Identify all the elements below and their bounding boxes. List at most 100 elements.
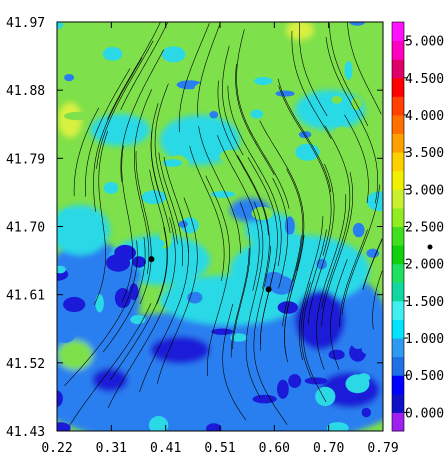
- colorbar-band: [392, 59, 404, 79]
- field-speckle: [366, 248, 380, 258]
- streamline: [150, 103, 161, 198]
- colorbar-band: [392, 22, 404, 42]
- colorbar-band: [392, 170, 404, 190]
- field-speckle: [214, 295, 230, 312]
- streamline: [120, 22, 168, 110]
- streamline: [237, 155, 270, 289]
- streamline: [120, 49, 164, 182]
- colorbar-dot: [427, 244, 433, 250]
- field-speckle: [326, 422, 349, 431]
- colorbar-band: [392, 226, 404, 246]
- x-tick-label: 0.79: [367, 441, 398, 456]
- field-speckle: [280, 404, 300, 421]
- field-speckle: [298, 131, 312, 139]
- colorbar-band: [392, 263, 404, 283]
- streamline: [347, 22, 382, 115]
- streamline: [109, 226, 168, 381]
- field-speckle: [304, 377, 328, 385]
- colorbar-band: [392, 393, 404, 413]
- field-patch: [160, 115, 240, 165]
- streamline: [282, 235, 302, 327]
- streamline: [321, 125, 351, 309]
- field-speckle: [106, 254, 131, 272]
- field-speckle: [253, 77, 273, 85]
- streamline: [259, 120, 305, 272]
- streamline: [300, 282, 312, 379]
- field-speckle: [57, 390, 63, 407]
- field-speckle: [250, 109, 264, 119]
- colorbar-tick-label: 4.000: [405, 109, 444, 124]
- colorbar-tick-label: 1.500: [405, 295, 444, 310]
- field-speckle: [57, 265, 66, 274]
- y-tick-label: 41.79: [6, 152, 45, 167]
- field-speckle: [349, 22, 365, 26]
- y-tick-label: 41.61: [6, 289, 45, 304]
- field-speckle: [315, 386, 336, 407]
- colorbar-tick-label: 3.500: [405, 146, 444, 161]
- station-marker: [148, 256, 155, 263]
- streamline: [325, 36, 378, 204]
- field-speckle: [357, 373, 371, 383]
- streamline: [198, 126, 241, 254]
- streamline: [158, 152, 183, 267]
- streamlines: [64, 22, 383, 426]
- field-speckle: [252, 270, 266, 289]
- colorbar-ticks: 0.000 0.500 1.000 1.500 2.000 2.500 3.000 3.500…: [404, 35, 444, 421]
- field-speckle: [161, 46, 186, 63]
- field-speckle: [328, 349, 345, 360]
- streamline: [278, 85, 332, 256]
- field-speckle: [61, 208, 72, 220]
- field-speckle: [103, 181, 119, 194]
- colorbar-band: [392, 375, 404, 395]
- streamline: [157, 197, 198, 384]
- colorbar-band: [392, 245, 404, 265]
- colorbar-tick-label: 5.000: [405, 35, 444, 50]
- colorbar-band: [392, 338, 404, 358]
- field-patch: [160, 275, 300, 325]
- colorbar-tick-label: 3.000: [405, 183, 444, 198]
- y-axis-ticks: 41.97 41.88 41.79 41.70 41.61 41.52 41.43: [6, 16, 383, 440]
- x-tick-label: 0.51: [204, 441, 235, 456]
- streamline: [298, 216, 324, 361]
- field-speckle: [95, 294, 104, 313]
- y-tick-label: 41.43: [6, 425, 45, 440]
- streamline: [227, 85, 282, 267]
- streamline: [232, 202, 251, 350]
- colorbar-band: [392, 189, 404, 209]
- field-speckle: [102, 47, 123, 61]
- field-speckle: [359, 308, 382, 318]
- streamline: [94, 130, 109, 306]
- field-speckle: [251, 206, 273, 220]
- streamline: [372, 270, 383, 330]
- colorbar-band: [392, 77, 404, 97]
- field-speckle: [277, 234, 301, 249]
- field-speckle: [209, 111, 219, 119]
- streamline: [149, 169, 168, 305]
- colorbar-band: [392, 96, 404, 116]
- field-speckle: [361, 407, 371, 418]
- field-speckle: [206, 423, 222, 431]
- streamline: [272, 178, 289, 289]
- field-speckle: [57, 87, 79, 98]
- colorbar-tick-label: 1.000: [405, 332, 444, 347]
- field-speckle: [210, 191, 236, 198]
- streamline: [222, 303, 247, 421]
- plot-area: [57, 22, 383, 431]
- field-patch: [90, 114, 150, 146]
- field-speckle: [272, 172, 298, 190]
- field-speckle: [114, 288, 131, 308]
- colorbar-tick-label: 0.500: [405, 369, 444, 384]
- streamline: [64, 240, 138, 387]
- field-speckle: [62, 22, 86, 26]
- colorbar-tick-label: 2.000: [405, 258, 444, 273]
- colorbar-band: [392, 412, 404, 432]
- field-speckle: [284, 216, 295, 236]
- field-speckle: [178, 220, 188, 228]
- streamline: [107, 22, 161, 120]
- colorbar: [391, 21, 405, 432]
- x-tick-label: 0.22: [41, 441, 72, 456]
- y-tick-label: 41.52: [6, 357, 45, 372]
- colorbar-tick-label: 2.500: [405, 221, 444, 236]
- streamline: [302, 229, 327, 402]
- colorbar-band: [392, 300, 404, 320]
